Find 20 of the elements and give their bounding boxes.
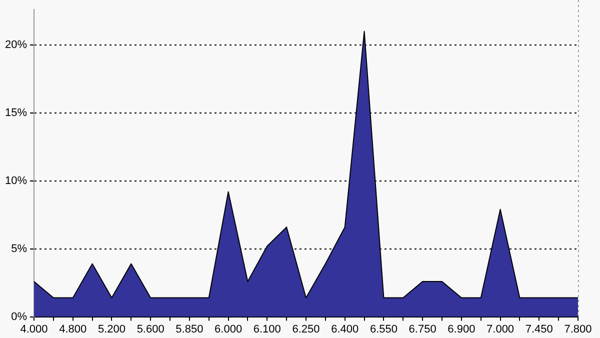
x-tick-label: 6.550 [370,323,398,336]
x-tick-label: 4.000 [20,323,48,336]
y-tick-label: 20% [4,38,28,51]
y-tick-label: 15% [4,106,28,119]
x-tick-label: 6.750 [408,323,436,336]
x-tick-label: 5.600 [136,323,164,336]
x-tick-label: 5.200 [98,323,126,336]
x-tick-label: 4.800 [59,323,87,336]
y-tick-label: 5% [11,242,28,255]
x-tick-label: 6.000 [214,323,242,336]
x-tick-label: 7.800 [564,323,592,336]
y-tick-label: 0% [11,310,28,323]
x-tick-label: 7.000 [486,323,514,336]
y-tick-label: 10% [4,174,28,187]
x-tick-label: 5.850 [176,323,204,336]
x-tick-label: 6.100 [253,323,281,336]
x-tick-label: 6.400 [331,323,359,336]
x-tick-label: 6.900 [448,323,476,336]
x-tick-label: 6.250 [292,323,320,336]
x-tick-label: 7.450 [525,323,553,336]
